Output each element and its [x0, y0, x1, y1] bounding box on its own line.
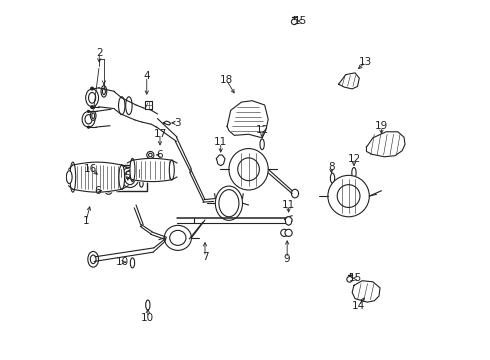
Text: 1: 1 — [83, 216, 89, 226]
Ellipse shape — [219, 158, 222, 162]
Ellipse shape — [88, 111, 90, 112]
Ellipse shape — [219, 190, 239, 217]
Polygon shape — [145, 102, 152, 109]
Ellipse shape — [124, 170, 135, 185]
Ellipse shape — [347, 276, 352, 282]
Ellipse shape — [147, 152, 154, 158]
Ellipse shape — [107, 189, 110, 193]
Ellipse shape — [90, 111, 96, 120]
Ellipse shape — [90, 255, 96, 264]
Ellipse shape — [328, 175, 369, 217]
Text: 14: 14 — [352, 301, 365, 311]
Ellipse shape — [352, 167, 356, 178]
Ellipse shape — [215, 186, 243, 220]
Ellipse shape — [91, 106, 94, 109]
Ellipse shape — [330, 173, 335, 183]
Text: 15: 15 — [294, 16, 307, 26]
Ellipse shape — [88, 251, 98, 267]
Ellipse shape — [285, 229, 292, 237]
Text: 10: 10 — [116, 257, 129, 267]
Text: 10: 10 — [141, 312, 154, 323]
Ellipse shape — [101, 86, 107, 97]
Ellipse shape — [102, 88, 105, 95]
Text: 18: 18 — [220, 75, 233, 85]
Ellipse shape — [169, 160, 174, 180]
Text: 12: 12 — [347, 154, 361, 163]
Ellipse shape — [287, 220, 290, 222]
Ellipse shape — [281, 229, 288, 237]
Text: 13: 13 — [359, 57, 372, 67]
Text: 19: 19 — [375, 121, 388, 131]
Ellipse shape — [89, 93, 96, 103]
Text: 2: 2 — [96, 48, 102, 58]
Ellipse shape — [82, 111, 95, 127]
Ellipse shape — [119, 165, 124, 189]
Ellipse shape — [105, 187, 112, 194]
Ellipse shape — [92, 113, 95, 118]
Ellipse shape — [85, 114, 92, 124]
Ellipse shape — [337, 185, 360, 207]
Ellipse shape — [140, 180, 143, 187]
Ellipse shape — [130, 158, 135, 181]
Polygon shape — [352, 281, 380, 302]
Text: 16: 16 — [84, 164, 98, 174]
Ellipse shape — [170, 230, 186, 246]
Polygon shape — [227, 101, 268, 138]
Ellipse shape — [121, 167, 139, 188]
Text: 11: 11 — [214, 138, 227, 148]
Polygon shape — [367, 132, 405, 157]
Ellipse shape — [70, 162, 75, 192]
Ellipse shape — [88, 126, 90, 128]
Ellipse shape — [229, 149, 268, 190]
Text: 15: 15 — [349, 273, 363, 283]
Ellipse shape — [86, 89, 98, 107]
Text: 6: 6 — [156, 150, 163, 160]
Polygon shape — [217, 155, 225, 166]
Text: 11: 11 — [282, 200, 295, 210]
Ellipse shape — [126, 97, 132, 114]
Text: 3: 3 — [174, 118, 180, 128]
Ellipse shape — [148, 153, 152, 157]
Ellipse shape — [119, 97, 125, 114]
Ellipse shape — [292, 189, 298, 198]
Ellipse shape — [66, 171, 72, 184]
Text: 7: 7 — [202, 252, 208, 262]
Ellipse shape — [146, 300, 150, 310]
Ellipse shape — [130, 258, 135, 268]
Text: 9: 9 — [284, 253, 291, 264]
Text: 4: 4 — [144, 71, 150, 81]
Text: 17: 17 — [153, 129, 167, 139]
Polygon shape — [285, 217, 292, 225]
Text: 8: 8 — [328, 162, 335, 172]
Ellipse shape — [118, 180, 121, 187]
Ellipse shape — [260, 139, 264, 150]
Text: 12: 12 — [255, 125, 269, 135]
Bar — [116, 165, 147, 191]
Ellipse shape — [238, 158, 259, 181]
Polygon shape — [339, 73, 359, 89]
Text: 6: 6 — [95, 186, 101, 196]
Ellipse shape — [91, 87, 94, 90]
Text: 5: 5 — [124, 171, 131, 181]
Ellipse shape — [292, 19, 297, 24]
Ellipse shape — [164, 225, 192, 250]
